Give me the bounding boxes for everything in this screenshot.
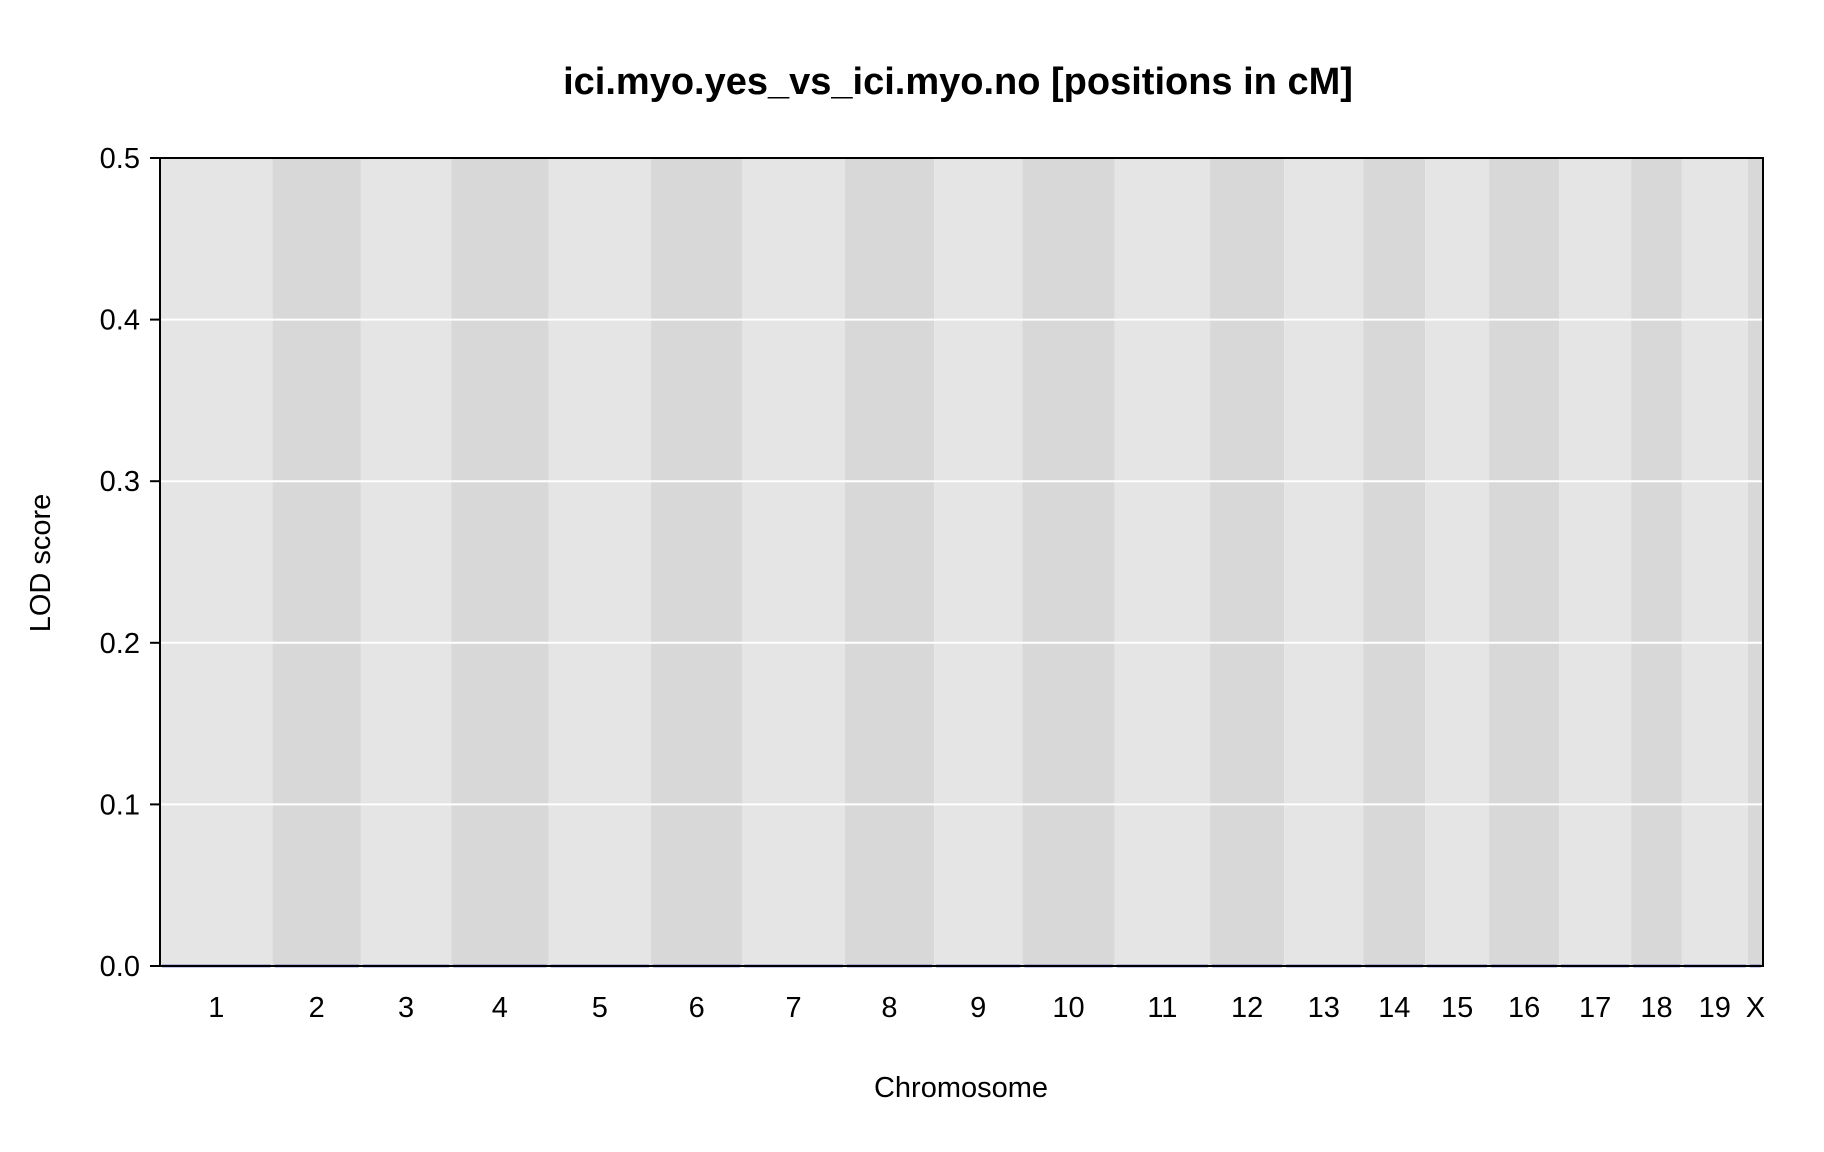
chromosome-band-18 — [1631, 158, 1682, 966]
x-tick-label-14: 14 — [1378, 992, 1410, 1024]
x-tick-label-5: 5 — [592, 992, 608, 1024]
x-tick-label-8: 8 — [881, 992, 897, 1024]
y-axis-label: LOD score — [25, 494, 57, 633]
x-axis: 1 2 3 4 5 6 7 8 9 10 11 12 13 14 15 16 17 18 19 X — [208, 992, 1765, 1024]
chromosome-band-19 — [1681, 158, 1748, 966]
x-tick-label-7: 7 — [786, 992, 802, 1024]
chromosome-band-5 — [548, 158, 652, 966]
x-tick-label-16: 16 — [1508, 992, 1540, 1024]
x-tick-label-4: 4 — [492, 992, 508, 1024]
x-tick-label-12: 12 — [1231, 992, 1263, 1024]
x-tick-label-9: 9 — [970, 992, 986, 1024]
chromosome-band-X — [1747, 158, 1763, 966]
y-tick-label: 0.5 — [100, 143, 140, 175]
x-tick-label-11: 11 — [1147, 992, 1177, 1024]
chromosome-band-11 — [1114, 158, 1211, 966]
x-tick-label-18: 18 — [1640, 992, 1672, 1024]
chromosome-band-8 — [844, 158, 935, 966]
x-tick-label-15: 15 — [1441, 992, 1473, 1024]
x-tick-label-17: 17 — [1579, 992, 1611, 1024]
chromosome-band-14 — [1363, 158, 1426, 966]
y-tick-label: 0.4 — [100, 305, 140, 337]
y-tick-label: 0.2 — [100, 628, 140, 660]
x-tick-label-6: 6 — [689, 992, 705, 1024]
y-tick-label: 0.1 — [100, 789, 140, 821]
chromosome-band-6 — [651, 158, 743, 966]
plot-frame — [159, 157, 1764, 967]
chromosome-band-12 — [1210, 158, 1285, 966]
x-tick-label-X: X — [1746, 992, 1765, 1024]
chromosome-bands — [160, 158, 1763, 966]
grid-lines — [160, 318, 1763, 806]
chromosome-band-4 — [451, 158, 549, 966]
chromosome-band-15 — [1425, 158, 1490, 966]
y-tick-label: 0.0 — [100, 951, 140, 983]
chromosome-band-13 — [1284, 158, 1364, 966]
x-axis-label: Chromosome — [874, 1072, 1048, 1104]
x-tick-label-13: 13 — [1308, 992, 1340, 1024]
x-tick-label-19: 19 — [1699, 992, 1731, 1024]
chromosome-band-2 — [272, 158, 361, 966]
chromosome-band-3 — [360, 158, 452, 966]
y-tick-label: 0.3 — [100, 466, 140, 498]
chart-title: ici.myo.yes_vs_ici.myo.no [positions in … — [563, 61, 1353, 103]
x-tick-label-3: 3 — [398, 992, 414, 1024]
x-tick-label-10: 10 — [1052, 992, 1084, 1024]
x-tick-label-1: 1 — [208, 992, 224, 1024]
chromosome-band-16 — [1489, 158, 1560, 966]
chromosome-band-1 — [160, 158, 273, 966]
chromosome-band-7 — [742, 158, 845, 966]
chromosome-band-10 — [1022, 158, 1115, 966]
x-tick-label-2: 2 — [309, 992, 325, 1024]
chromosome-band-17 — [1559, 158, 1632, 966]
y-axis: 0.0 0.1 0.2 0.3 0.4 0.5 — [100, 143, 160, 983]
chromosome-band-9 — [934, 158, 1023, 966]
